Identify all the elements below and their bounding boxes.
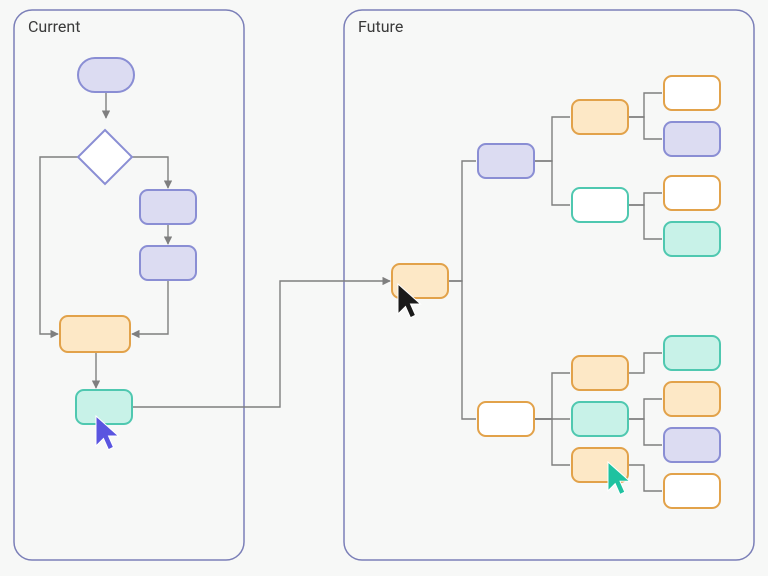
- node-l2: [664, 382, 720, 416]
- node-b2b: [572, 402, 628, 436]
- node-b2a: [572, 356, 628, 390]
- edge: [534, 117, 570, 161]
- diagram-canvas: Current Future: [0, 0, 768, 576]
- edge: [40, 157, 82, 334]
- edge: [628, 117, 662, 139]
- edge: [448, 161, 476, 281]
- edge: [628, 465, 662, 491]
- edge: [628, 205, 662, 239]
- node-b1b: [572, 188, 628, 222]
- node-b1a: [572, 100, 628, 134]
- edge: [130, 157, 168, 188]
- node-merge: [60, 316, 130, 352]
- edge: [628, 93, 662, 117]
- node-start: [78, 58, 134, 92]
- node-l1: [664, 336, 720, 370]
- edge: [628, 399, 662, 419]
- future-panel-label: Future: [358, 17, 403, 36]
- edge: [628, 353, 662, 373]
- edge: [132, 280, 168, 334]
- edge: [534, 373, 570, 419]
- node-l4: [664, 474, 720, 508]
- current-panel-label: Current: [28, 17, 80, 36]
- node-b1b2: [664, 222, 720, 256]
- edge: [448, 281, 476, 419]
- edge: [534, 419, 570, 465]
- node-b1b1: [664, 176, 720, 210]
- node-p2: [140, 246, 196, 280]
- node-decision: [78, 130, 132, 184]
- node-b1a2: [664, 122, 720, 156]
- node-b1: [478, 144, 534, 178]
- edge: [628, 419, 662, 445]
- edge: [534, 161, 570, 205]
- node-l3: [664, 428, 720, 462]
- node-p1: [140, 190, 196, 224]
- edge: [628, 193, 662, 205]
- node-b1a1: [664, 76, 720, 110]
- current-panel: [14, 10, 244, 560]
- node-b2: [478, 402, 534, 436]
- bridge-edge: [132, 281, 390, 407]
- node-end: [76, 390, 132, 424]
